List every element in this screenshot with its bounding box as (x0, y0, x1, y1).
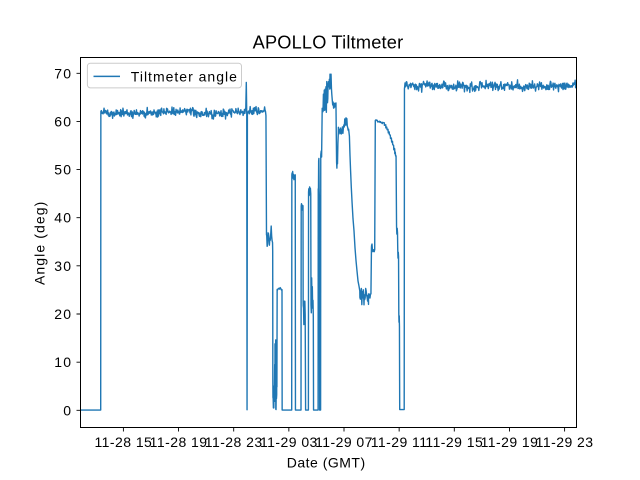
svg-text:50: 50 (54, 162, 72, 178)
svg-text:11-28 19: 11-28 19 (150, 434, 208, 450)
svg-text:11-29 19: 11-29 19 (481, 434, 539, 450)
svg-text:APOLLO Tiltmeter: APOLLO Tiltmeter (253, 32, 404, 52)
svg-text:11-28 23: 11-28 23 (205, 434, 263, 450)
svg-text:10: 10 (54, 354, 72, 370)
svg-text:11-29 23: 11-29 23 (536, 434, 594, 450)
svg-text:11-29 15: 11-29 15 (425, 434, 483, 450)
svg-text:0: 0 (63, 402, 72, 418)
svg-text:Date (GMT): Date (GMT) (287, 454, 366, 470)
svg-text:40: 40 (54, 210, 72, 226)
svg-text:11-29 03: 11-29 03 (260, 434, 318, 450)
svg-text:30: 30 (54, 258, 72, 274)
svg-text:11-29 07: 11-29 07 (315, 434, 373, 450)
svg-text:11-28 15: 11-28 15 (94, 434, 152, 450)
svg-text:20: 20 (54, 306, 72, 322)
svg-text:60: 60 (54, 113, 72, 129)
svg-text:11-29 11: 11-29 11 (371, 434, 428, 450)
svg-text:70: 70 (54, 65, 72, 81)
svg-text:Tiltmeter angle: Tiltmeter angle (131, 68, 238, 84)
svg-text:Angle (deg): Angle (deg) (32, 201, 48, 285)
